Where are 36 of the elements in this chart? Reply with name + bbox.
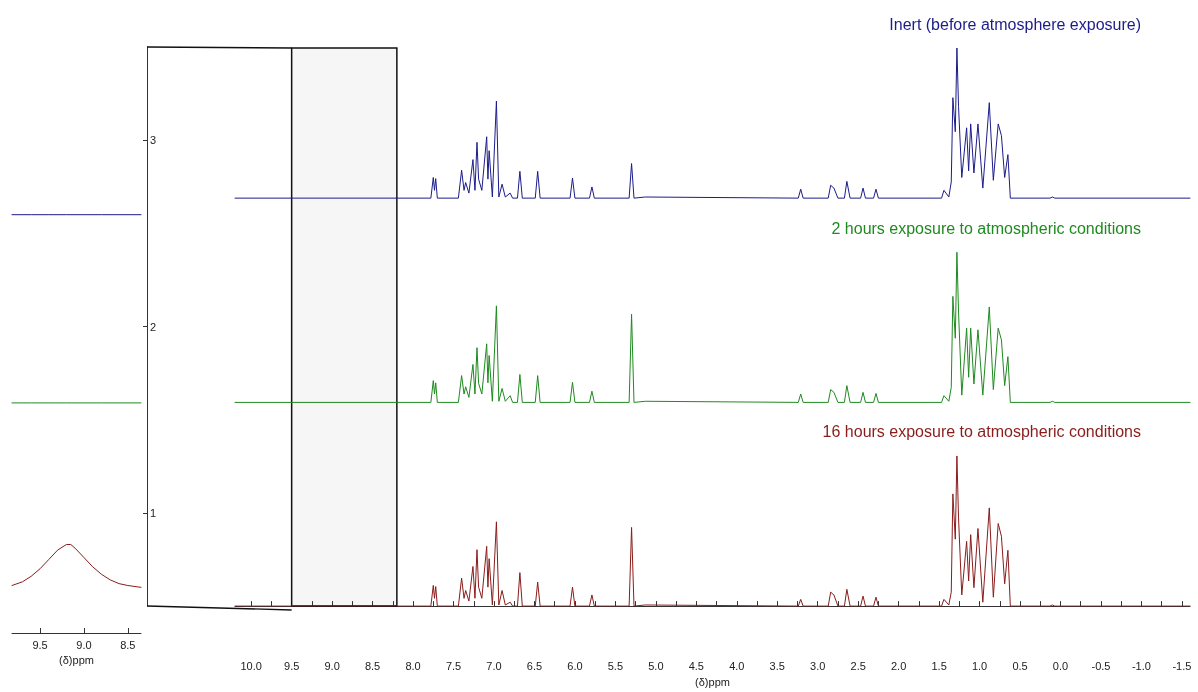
x-tick-label: 4.0 [729, 659, 745, 672]
x-tick-label: 0.5 [1012, 659, 1028, 672]
x-tick-label: 8.5 [120, 638, 136, 651]
x-tick-label: 6.0 [567, 659, 583, 672]
text: Inert (before atmosphere exposure) [889, 15, 1141, 33]
text: 2 hours exposure to atmospheric conditions [831, 219, 1142, 237]
y-tick-label: 1 [150, 506, 157, 519]
x-tick-label: 10.0 [240, 659, 262, 672]
x-tick-label: 5.0 [648, 659, 664, 672]
x-tick-label: 9.5 [284, 659, 300, 672]
x-tick-label: 3.0 [810, 659, 826, 672]
text: 16 hours exposure to atmospheric conditions [822, 423, 1141, 441]
x-tick-label: 9.5 [32, 638, 48, 651]
x-tick-label: 8.0 [405, 659, 421, 672]
x-tick-label: 9.0 [76, 638, 92, 651]
x-tick-label: 2.0 [891, 659, 907, 672]
y-tick-label: 2 [150, 320, 157, 333]
x-tick-label: 7.5 [445, 659, 462, 672]
x-tick-label: 3.5 [769, 659, 785, 672]
x-tick-label: 1.0 [971, 659, 988, 672]
x-tick-label: 1.5 [931, 659, 947, 672]
x-tick-label: 7.0 [486, 659, 502, 672]
x-tick-label: 2.5 [850, 659, 866, 672]
x-tick-label: -0.5 [1091, 659, 1111, 672]
x-tick-label: 9.0 [324, 659, 340, 672]
x-tick-label: -1.5 [1172, 659, 1192, 672]
x-tick-label: 6.5 [526, 659, 543, 672]
x-tick-label: -1.0 [1131, 659, 1151, 672]
line-series [11, 544, 142, 588]
x-axis-title: (δ)ppm [59, 654, 94, 667]
x-tick-label: 4.5 [688, 659, 704, 672]
x-tick-label: 0.0 [1052, 659, 1069, 672]
y-tick-label: 3 [150, 134, 157, 147]
x-tick-label: 8.5 [364, 659, 381, 672]
x-axis-title: (δ)ppm [695, 675, 730, 688]
x-tick-label: 5.5 [607, 659, 624, 672]
